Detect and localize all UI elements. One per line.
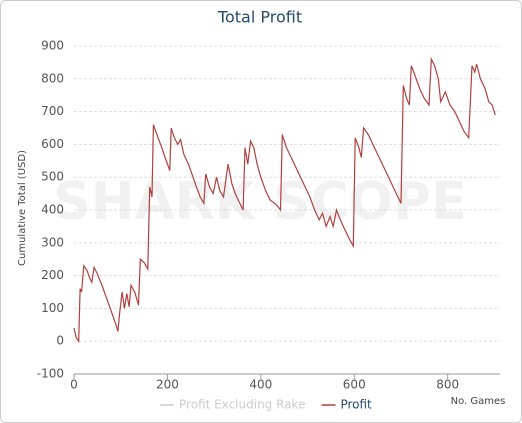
- y-tick-label: 500: [41, 170, 64, 184]
- legend-item[interactable]: Profit Excluding Rake: [160, 398, 305, 412]
- y-tick-label: -100: [37, 367, 64, 381]
- x-tick-label: 600: [343, 378, 366, 392]
- y-tick-label: 200: [41, 268, 64, 282]
- x-tick-label: 0: [70, 378, 78, 392]
- x-axis-label: No. Games: [451, 396, 506, 407]
- y-tick-label: 900: [41, 39, 64, 53]
- watermark: SHARK SCOPE: [53, 172, 466, 232]
- y-tick-label: 0: [56, 334, 64, 348]
- chart-title: Total Profit: [217, 8, 302, 27]
- series-line: [73, 56, 496, 343]
- y-tick-label: 100: [41, 301, 64, 315]
- y-tick-label: 800: [41, 71, 64, 85]
- legend-label: Profit Excluding Rake: [179, 398, 305, 412]
- y-tick-label: 600: [41, 137, 64, 151]
- y-tick-label: 300: [41, 235, 64, 249]
- y-tick-label: 400: [41, 203, 64, 217]
- legend-item[interactable]: Profit: [321, 398, 372, 412]
- y-axis-label: Cumulative Total (USD): [17, 150, 28, 266]
- x-tick-label: 200: [156, 378, 179, 392]
- legend-label: Profit: [340, 398, 372, 412]
- y-tick-label: 700: [41, 104, 64, 118]
- x-tick-label: 400: [249, 378, 272, 392]
- x-tick-label: 800: [436, 378, 459, 392]
